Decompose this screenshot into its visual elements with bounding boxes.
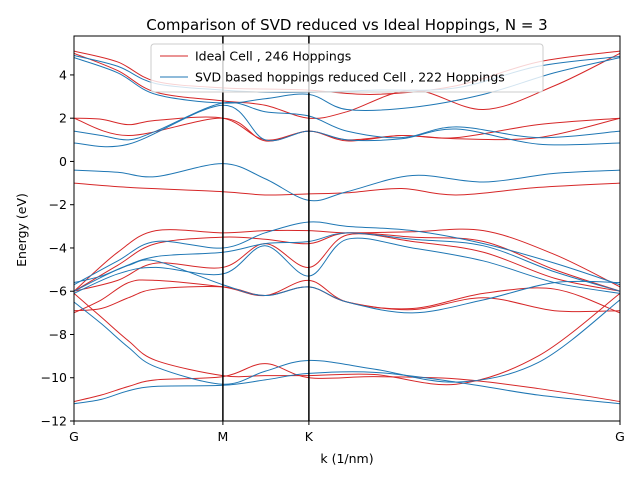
y-tick-label-7: 2 (59, 111, 67, 126)
series-1-band-2 (74, 52, 620, 119)
plot-frame (73, 35, 621, 422)
legend-box (150, 43, 544, 93)
plot-area (73, 35, 621, 422)
series-1-band-11 (74, 292, 620, 386)
series-2-band-8 (74, 237, 620, 294)
legend: Ideal Cell , 246 Hoppings SVD based hoppi… (150, 43, 544, 93)
series-2-band-11 (74, 371, 620, 405)
series-1-band-9 (74, 279, 620, 314)
y-tick-label-4: −4 (49, 240, 67, 255)
y-axis-label: Energy (eV) (14, 193, 29, 267)
series-2-band-4 (74, 104, 620, 148)
y-tick-label-8: 4 (59, 67, 67, 82)
series-1-band-10 (74, 286, 620, 313)
series-2-band-6 (74, 221, 620, 286)
y-tick-label-3: −6 (49, 284, 67, 299)
x-tick-label-2: K (305, 429, 314, 444)
y-tick-label-0: −12 (41, 414, 67, 429)
series-1-band-12 (74, 363, 620, 403)
series-1-band-3 (74, 116, 620, 141)
series-2-band-7 (74, 232, 620, 292)
chart-title: Comparison of SVD reduced vs Ideal Hoppi… (146, 16, 547, 34)
y-tick-label-1: −10 (41, 370, 67, 385)
legend-label-2: SVD based hoppings reduced Cell , 222 Ho… (195, 70, 505, 85)
axis-ticks: −12 −10 −8 −6 −4 −2 0 2 4 G M K G (41, 67, 625, 444)
series-2-band-9 (74, 259, 620, 314)
x-tick-label-3: G (615, 429, 625, 444)
x-tick-label-0: G (69, 429, 79, 444)
series-1-band-8 (74, 233, 620, 292)
y-tick-label-2: −8 (49, 327, 67, 342)
series-2-band-3 (74, 101, 620, 141)
y-tick-label-6: 0 (59, 154, 67, 169)
legend-label-1: Ideal Cell , 246 Hoppings (195, 49, 351, 64)
series-1-band-6 (74, 228, 620, 292)
x-tick-label-1: M (217, 429, 228, 444)
y-tick-label-5: −2 (49, 197, 67, 212)
series-group (74, 50, 620, 405)
series-2-band-5 (74, 163, 620, 202)
series-2-band-10 (74, 299, 620, 385)
series-1-band-5 (74, 182, 620, 196)
x-axis-label: k (1/nm) (320, 451, 373, 466)
